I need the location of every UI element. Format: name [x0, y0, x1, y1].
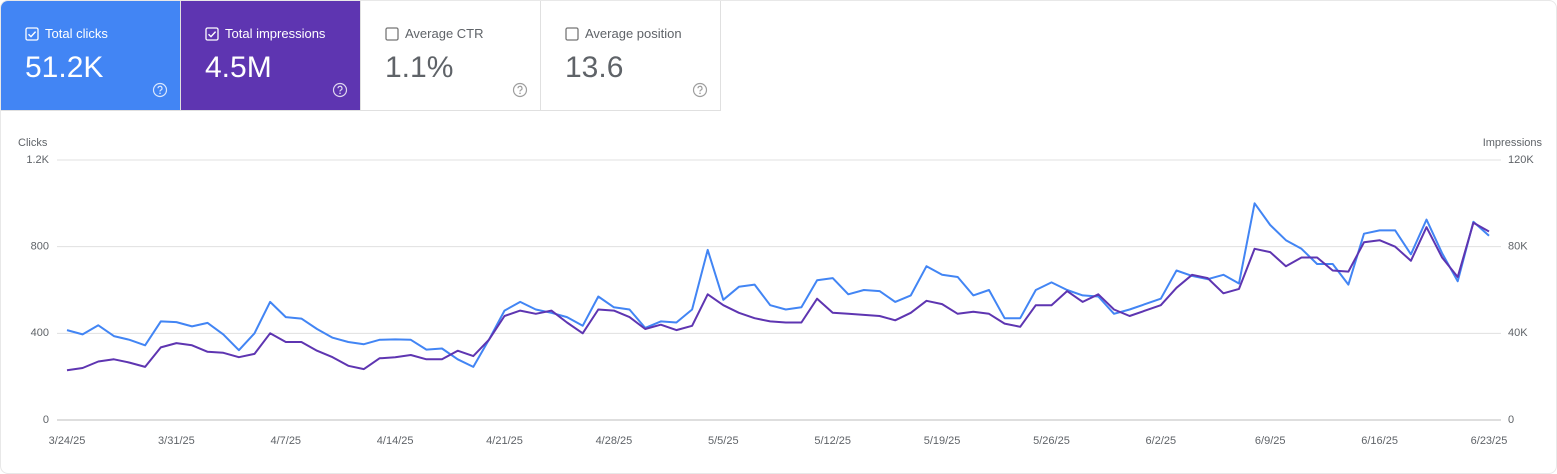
- help-mark: [517, 85, 523, 92]
- metric-card[interactable]: Total impressions 4.5M: [181, 1, 361, 111]
- x-tick-label: 6/16/25: [1361, 435, 1398, 447]
- checkbox: [25, 27, 39, 41]
- checkbox-box: [205, 27, 219, 41]
- help-dot: [519, 92, 521, 95]
- x-tick-label: 5/5/25: [708, 435, 739, 447]
- help-circle: [512, 82, 528, 98]
- checkbox-box: [565, 27, 579, 41]
- help-mark: [697, 85, 703, 92]
- help-icon: [692, 82, 708, 98]
- checkbox: [565, 27, 579, 41]
- x-tick-label: 5/19/25: [924, 435, 961, 447]
- help-icon: [512, 82, 528, 98]
- help-circle: [332, 82, 348, 98]
- metric-value: 13.6: [565, 51, 624, 84]
- help-icon: [152, 82, 168, 98]
- series-line: [66, 202, 1490, 368]
- checkbox-tick: [28, 31, 37, 38]
- x-tick-label: 4/14/25: [377, 435, 414, 447]
- y-tick-label: 800: [31, 241, 49, 253]
- checkbox: [205, 27, 219, 41]
- x-tick-label: 6/23/25: [1471, 435, 1508, 447]
- y2-tick-label: 80K: [1508, 241, 1528, 253]
- metric-value: 1.1%: [385, 51, 454, 84]
- metric-card[interactable]: Total clicks 51.2K: [1, 1, 181, 111]
- y2-tick-label: 0: [1508, 414, 1514, 426]
- checkbox: [385, 27, 399, 41]
- y2-axis-title: Impressions: [1483, 137, 1543, 149]
- metric-label: Average CTR: [405, 26, 484, 41]
- metric-label: Average position: [585, 26, 682, 41]
- x-tick-label: 6/9/25: [1255, 435, 1286, 447]
- checkbox-box: [385, 27, 399, 41]
- x-tick-label: 4/21/25: [486, 435, 523, 447]
- help-icon: [332, 82, 348, 98]
- metric-card[interactable]: Average CTR 1.1%: [361, 1, 541, 111]
- x-tick-label: 4/7/25: [270, 435, 301, 447]
- x-tick-label: 6/2/25: [1146, 435, 1177, 447]
- help-dot: [159, 92, 161, 95]
- x-tick-label: 4/28/25: [596, 435, 633, 447]
- help-mark: [337, 85, 343, 92]
- metric-label: Total impressions: [225, 26, 326, 41]
- y-axis-title: Clicks: [18, 137, 48, 149]
- y-tick-label: 1.2K: [26, 154, 49, 166]
- metric-value: 51.2K: [25, 51, 104, 84]
- checkbox-tick: [208, 31, 217, 38]
- metric-label: Total clicks: [45, 26, 108, 41]
- y-tick-label: 0: [43, 414, 49, 426]
- metric-card[interactable]: Average position 13.6: [541, 1, 721, 111]
- x-tick-label: 5/26/25: [1033, 435, 1070, 447]
- help-dot: [699, 92, 701, 95]
- help-circle: [152, 82, 168, 98]
- y2-tick-label: 40K: [1508, 327, 1528, 339]
- checkbox-box: [25, 27, 39, 41]
- metric-value: 4.5M: [205, 51, 272, 84]
- help-circle: [692, 82, 708, 98]
- help-dot: [339, 92, 341, 95]
- x-tick-label: 3/24/25: [49, 435, 86, 447]
- x-tick-label: 5/12/25: [814, 435, 851, 447]
- y2-tick-label: 120K: [1508, 154, 1534, 166]
- series-line: [66, 221, 1490, 372]
- help-mark: [157, 85, 163, 92]
- x-tick-label: 3/31/25: [158, 435, 195, 447]
- y-tick-label: 400: [31, 327, 49, 339]
